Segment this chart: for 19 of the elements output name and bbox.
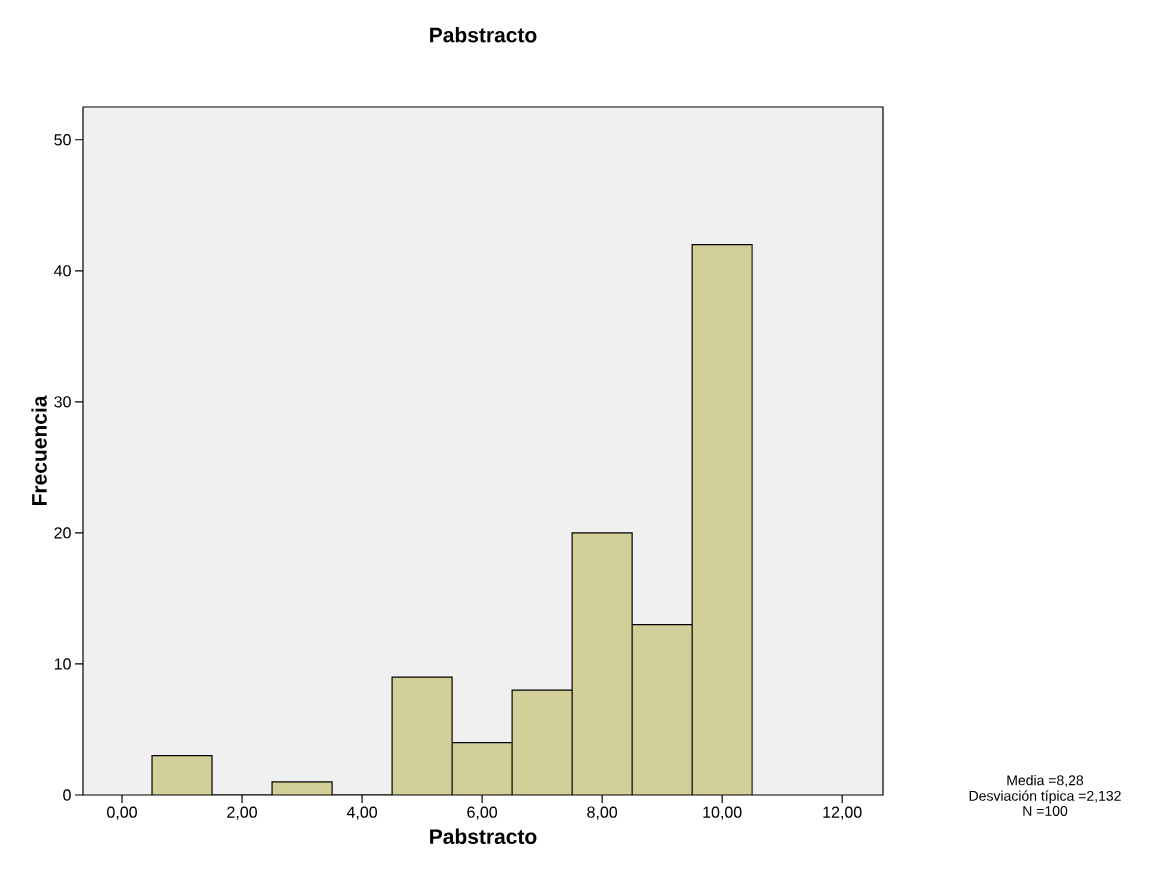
x-tick-label: 8,00: [587, 806, 618, 820]
y-tick-label: 10: [54, 658, 71, 670]
x-tick-label: 2,00: [227, 806, 257, 820]
y-tick-label: 40: [54, 265, 71, 277]
y-tick-label: 50: [54, 134, 71, 146]
chart-title: Pabstracto: [430, 27, 537, 43]
x-axis-title: Pabstracto: [430, 828, 537, 845]
x-tick-label: 10,00: [703, 806, 742, 820]
x-tick-label: 0,00: [107, 806, 137, 820]
y-tick-label: 30: [54, 396, 71, 408]
y-tick-label: 0: [63, 789, 71, 801]
y-axis-title: Frecuencia: [31, 395, 47, 506]
x-tick-label: 4,00: [346, 806, 378, 820]
x-tick-label: 6,00: [467, 806, 498, 820]
x-tick-label: 12,00: [823, 806, 862, 820]
text: Media =8,28: [1007, 775, 1084, 787]
text: N =100: [1023, 806, 1068, 816]
y-tick-label: 20: [54, 527, 71, 539]
text: Desviación típica =2,132: [969, 790, 1121, 804]
